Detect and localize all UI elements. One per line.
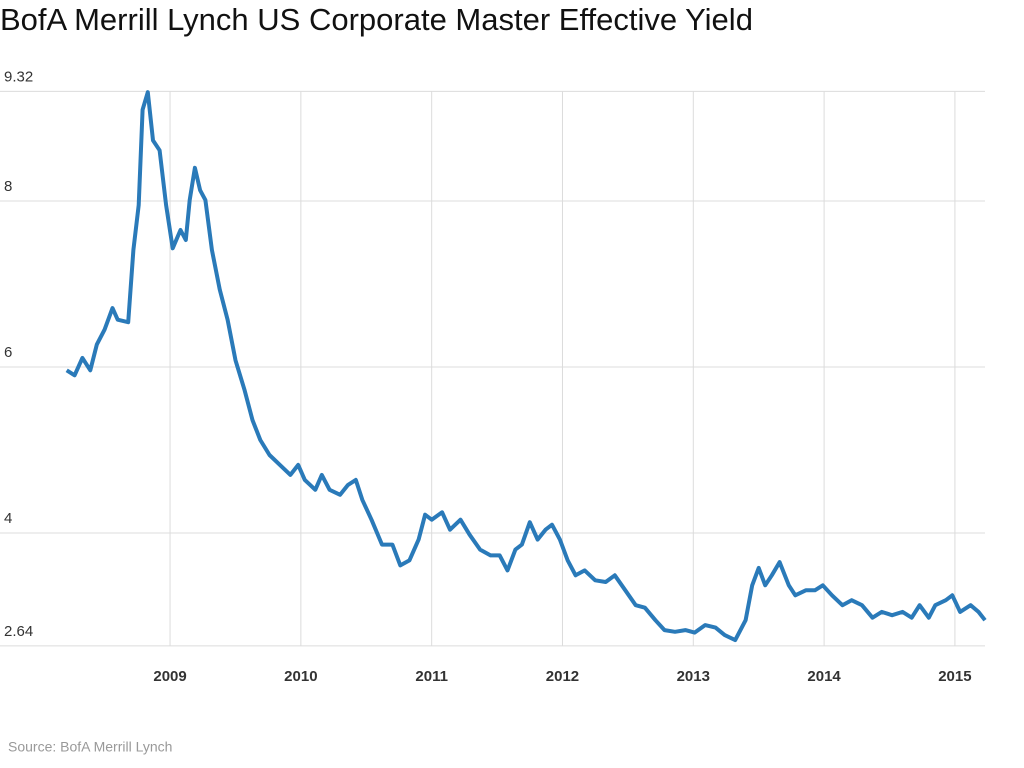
x-tick-label: 2011 bbox=[415, 668, 448, 685]
y-tick-label: 8 bbox=[4, 178, 12, 195]
y-tick-label: 2.64 bbox=[4, 623, 33, 640]
y-tick-label: 9.32 bbox=[4, 68, 33, 85]
x-tick-label: 2010 bbox=[284, 668, 317, 685]
y-tick-label: 6 bbox=[4, 344, 12, 361]
x-tick-label: 2012 bbox=[546, 668, 579, 685]
data-line bbox=[65, 90, 987, 643]
y-tick-label: 4 bbox=[4, 510, 12, 527]
x-tick-label: 2014 bbox=[807, 668, 841, 685]
x-tick-label: 2013 bbox=[677, 668, 710, 685]
x-tick-label: 2015 bbox=[938, 668, 971, 685]
chart-title: BofA Merrill Lynch US Corporate Master E… bbox=[0, 2, 753, 37]
source-note: Source: BofA Merrill Lynch bbox=[8, 739, 172, 755]
x-tick-label: 2009 bbox=[153, 668, 186, 685]
